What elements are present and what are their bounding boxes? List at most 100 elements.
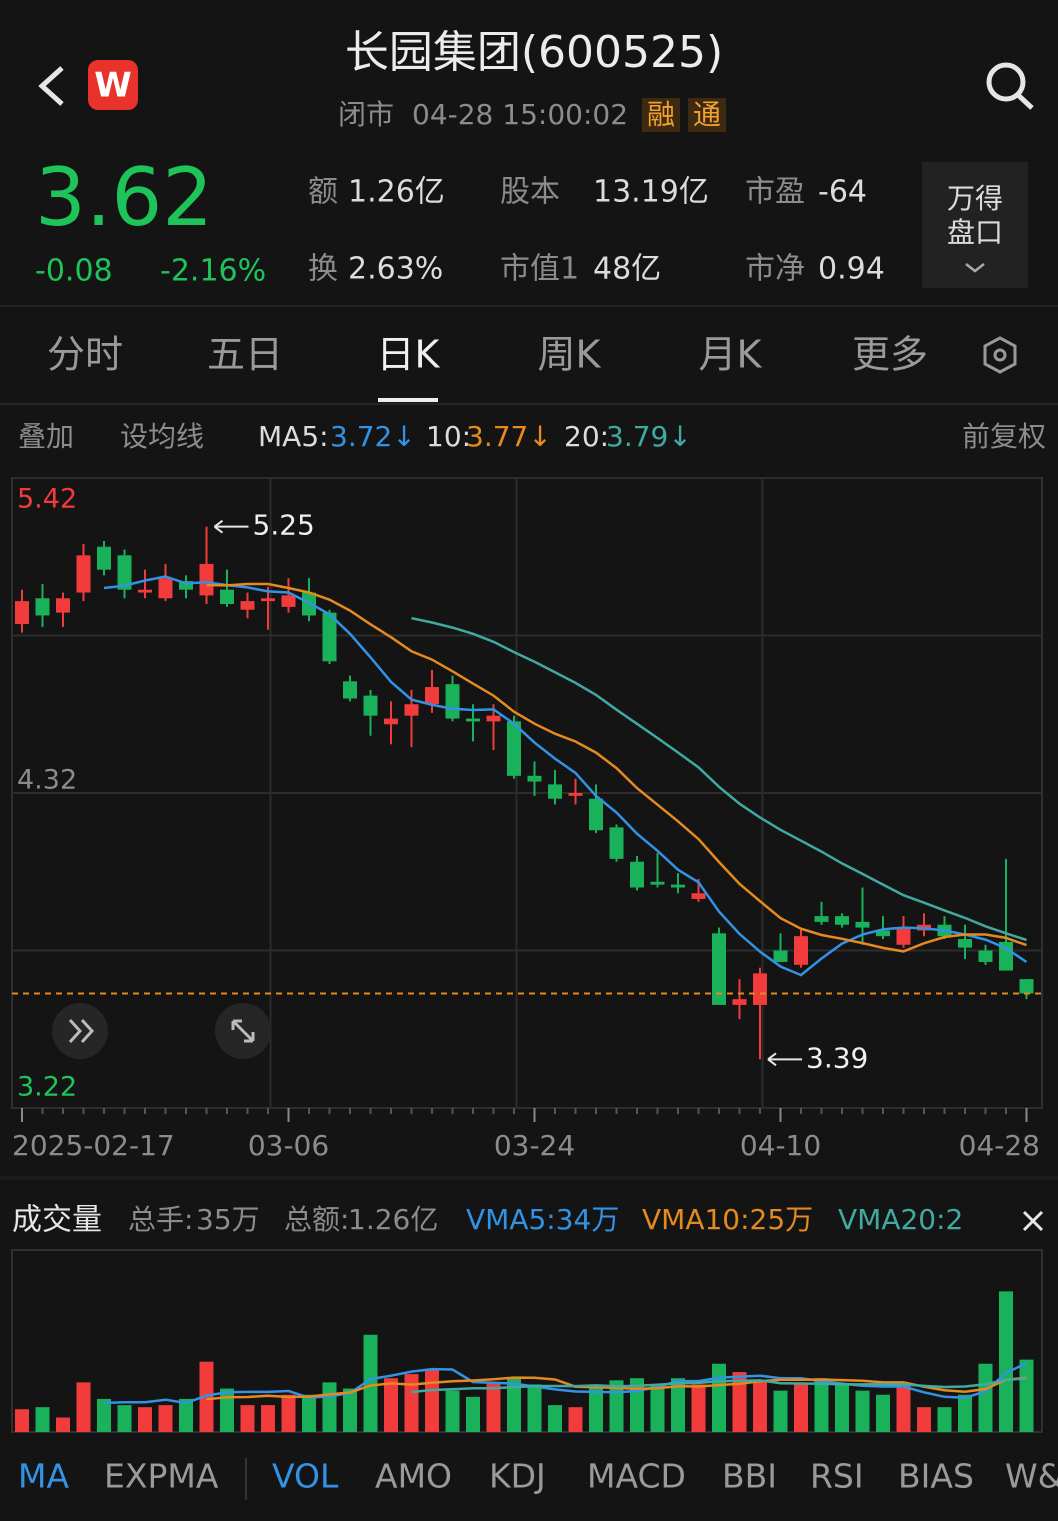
- stat-label: 市值1: [500, 252, 579, 287]
- indicator-tab[interactable]: BBI: [722, 1457, 777, 1496]
- indicator-tab[interactable]: RSI: [810, 1457, 864, 1496]
- volume-bar: [814, 1378, 829, 1432]
- volume-bar: [445, 1390, 460, 1432]
- volume-bar: [507, 1378, 521, 1432]
- vma-label: VMA10:25万: [642, 1203, 813, 1236]
- vma-line: [103, 1362, 1028, 1405]
- badge: 融: [647, 98, 675, 131]
- chevron: [965, 263, 985, 273]
- volume-bar: [732, 1372, 747, 1432]
- volume-bar: [240, 1405, 255, 1432]
- candle-body: [671, 884, 685, 888]
- volume-bar: [302, 1394, 316, 1432]
- overlay-button[interactable]: 叠加: [18, 420, 74, 453]
- candle-body: [548, 784, 562, 799]
- volume-bar: [363, 1334, 378, 1432]
- volume-bar: [466, 1396, 480, 1432]
- volume-frame: [11, 1249, 1043, 1433]
- candle-body: [261, 598, 275, 602]
- ma-label: 20:: [564, 420, 609, 453]
- volume-stat-label: 总额:: [284, 1203, 349, 1236]
- tab[interactable]: 分时: [47, 333, 123, 377]
- tab[interactable]: 日K: [377, 333, 441, 377]
- indicator-tab[interactable]: AMO: [375, 1457, 452, 1496]
- indicator-tab[interactable]: VOL: [272, 1457, 339, 1496]
- candle-body: [794, 936, 808, 965]
- volume-bar: [281, 1394, 296, 1432]
- y-tick-label: 4.32: [17, 765, 77, 796]
- volume-bar: [855, 1390, 870, 1432]
- candle-body: [445, 684, 460, 719]
- candle-body: [589, 798, 603, 831]
- badge-bg: [642, 98, 680, 132]
- ma-line: [206, 582, 1027, 953]
- vma-line: [411, 1377, 1027, 1394]
- title: 长园集团(600525): [345, 27, 723, 78]
- candle-body: [240, 601, 255, 610]
- ma-setting-button[interactable]: 设均线: [120, 420, 204, 453]
- close-button[interactable]: [1022, 1210, 1044, 1232]
- vma-line: [206, 1376, 1027, 1401]
- time: 04-28 15:00:02: [412, 98, 628, 131]
- candle-body: [199, 563, 214, 596]
- volume-bar: [937, 1407, 952, 1432]
- x-tick-label: 03-24: [494, 1129, 575, 1162]
- volume-bar: [1019, 1359, 1034, 1432]
- x-tick-label: 04-28: [959, 1129, 1040, 1162]
- candle-body: [855, 921, 870, 928]
- tab[interactable]: 五日: [207, 333, 283, 377]
- search-button[interactable]: [986, 62, 1034, 110]
- volume-bar: [896, 1384, 911, 1432]
- candle-body: [650, 881, 665, 885]
- tab-underline: [378, 398, 438, 402]
- indicator-tab[interactable]: MACD: [587, 1457, 686, 1496]
- tab[interactable]: 周K: [538, 333, 602, 377]
- side-button[interactable]: [922, 162, 1028, 288]
- tab[interactable]: 月K: [699, 333, 763, 377]
- stat-value: 1.26亿: [348, 175, 445, 210]
- volume-bar: [876, 1394, 890, 1432]
- icon: [68, 1018, 95, 1044]
- candle-body: [466, 718, 480, 722]
- candle-body: [76, 555, 91, 593]
- ma-label: MA5:: [258, 420, 329, 453]
- logo: [88, 60, 138, 110]
- stat-label: 额: [308, 175, 338, 210]
- volume-bar: [753, 1380, 767, 1432]
- volume-bar: [794, 1384, 808, 1432]
- indicator-tab[interactable]: KDJ: [489, 1457, 546, 1496]
- candle-body: [630, 861, 644, 888]
- volume-bar: [835, 1384, 849, 1432]
- annotation-arrow: [213, 519, 249, 534]
- divider: [0, 1176, 1058, 1180]
- candle-body: [507, 721, 521, 776]
- candle-body: [814, 916, 829, 922]
- candle-body: [876, 930, 890, 937]
- badge: 通: [693, 98, 721, 131]
- candle-body: [958, 939, 972, 948]
- indicator-tab[interactable]: BIAS: [898, 1457, 974, 1496]
- candle-body: [1019, 979, 1034, 994]
- indicator-tab[interactable]: W&: [1005, 1457, 1058, 1496]
- candle-body: [35, 598, 50, 616]
- settings-icon: [993, 348, 1007, 362]
- change-pct: -2.16%: [160, 254, 266, 289]
- adjust-button[interactable]: 前复权: [962, 420, 1046, 453]
- volume-bar: [999, 1291, 1013, 1432]
- volume-bar: [404, 1374, 419, 1432]
- volume-bar: [179, 1398, 193, 1432]
- candle-body: [158, 578, 173, 599]
- tab[interactable]: 更多: [852, 333, 928, 377]
- back-button[interactable]: [38, 66, 64, 106]
- volume-bar: [384, 1378, 398, 1432]
- indicator-tab[interactable]: MA: [18, 1457, 69, 1496]
- volume-bar: [425, 1369, 439, 1432]
- volume-bar: [138, 1407, 152, 1432]
- candle-body: [609, 827, 624, 859]
- settings-button[interactable]: [983, 336, 1017, 374]
- indicator-tab[interactable]: EXPMA: [104, 1457, 219, 1496]
- volume-stat-value: 1.26亿: [348, 1203, 438, 1236]
- status: 闭市: [338, 98, 394, 131]
- badge-bg: [688, 98, 726, 132]
